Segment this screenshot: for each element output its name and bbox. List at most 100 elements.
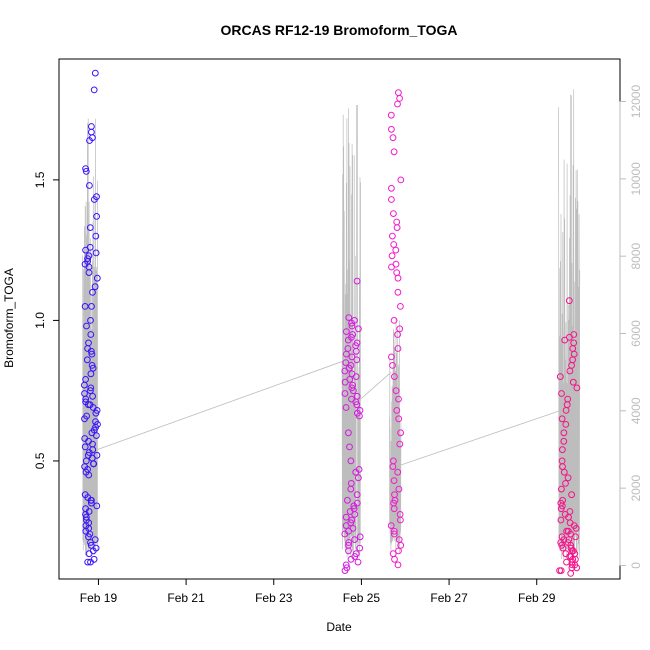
data-point	[395, 485, 403, 493]
data-point	[556, 373, 564, 381]
data-point	[90, 86, 98, 94]
data-point	[390, 527, 398, 535]
data-point	[81, 415, 88, 423]
data-point	[396, 325, 404, 333]
data-point	[397, 516, 404, 524]
data-point	[558, 485, 565, 493]
data-point	[397, 541, 405, 549]
data-point	[86, 224, 94, 232]
data-point	[351, 536, 359, 543]
altitude-flight-trace	[389, 318, 402, 554]
data-point	[87, 558, 94, 566]
data-point	[344, 496, 351, 504]
data-point	[389, 134, 397, 142]
data-point	[566, 367, 574, 375]
data-point	[390, 148, 398, 156]
data-point	[84, 558, 92, 566]
data-point	[341, 390, 349, 397]
data-point	[341, 567, 349, 574]
data-point	[350, 387, 357, 395]
data-point	[87, 384, 95, 392]
data-point	[345, 429, 352, 437]
data-point	[353, 491, 361, 499]
data-point	[387, 111, 395, 119]
y2-tick-label: 6000	[629, 320, 643, 347]
data-point	[390, 241, 398, 248]
data-point	[88, 496, 95, 504]
data-point	[559, 544, 567, 552]
data-point	[93, 502, 101, 510]
data-point	[389, 362, 396, 369]
data-point	[397, 429, 405, 437]
data-point	[390, 530, 398, 538]
data-point	[342, 404, 350, 411]
data-point	[557, 505, 565, 513]
altitude-flight-trace	[558, 89, 581, 560]
data-point	[351, 511, 359, 518]
data-point	[567, 570, 575, 577]
data-point	[82, 513, 90, 521]
data-point	[560, 437, 568, 445]
y2-tick-label: 8000	[629, 243, 643, 270]
y-axis-right: 0 2000 4000 6000 8000 10000 12000	[619, 85, 643, 569]
data-point	[354, 558, 362, 566]
data-points-layer	[81, 69, 581, 577]
data-point	[92, 249, 100, 257]
data-point	[356, 544, 364, 552]
data-point	[353, 277, 361, 285]
data-point	[93, 432, 100, 440]
data-point	[569, 378, 577, 386]
data-point	[396, 95, 404, 102]
data-point	[388, 353, 395, 361]
data-point	[93, 213, 100, 220]
y2-tick-label: 10000	[629, 162, 643, 196]
data-point	[388, 263, 395, 271]
data-point	[392, 246, 400, 254]
data-point	[88, 303, 95, 310]
data-point	[87, 539, 94, 546]
data-point	[343, 350, 350, 358]
data-point	[557, 567, 565, 574]
data-point	[81, 381, 88, 389]
x-tick-label: Feb 29	[518, 591, 556, 605]
data-point	[84, 255, 92, 263]
data-point	[562, 480, 569, 487]
data-point	[89, 288, 96, 296]
data-point	[86, 182, 93, 189]
data-point	[88, 350, 96, 358]
data-point	[83, 356, 91, 364]
data-point	[388, 125, 395, 133]
data-point	[390, 505, 398, 513]
data-point	[88, 499, 95, 507]
altitude-connector-line	[400, 410, 560, 466]
data-point	[342, 359, 350, 367]
data-point	[391, 373, 398, 381]
data-point	[348, 353, 356, 361]
y-tick-label: 0.5	[33, 452, 47, 469]
data-point	[390, 317, 398, 324]
data-point	[85, 269, 93, 277]
data-point	[393, 224, 401, 232]
data-point	[91, 283, 99, 291]
data-point	[394, 561, 402, 569]
data-point	[85, 471, 93, 479]
data-point	[353, 356, 361, 364]
data-point	[395, 415, 403, 423]
data-point	[85, 550, 93, 558]
data-point	[390, 477, 398, 485]
y-tick-label: 1.0	[33, 312, 47, 329]
data-point	[345, 547, 352, 555]
data-point	[388, 252, 396, 260]
data-point	[557, 516, 565, 524]
data-point	[347, 555, 355, 563]
data-point	[396, 440, 404, 448]
data-point	[568, 491, 575, 499]
data-point	[90, 460, 98, 468]
y-axis-label: Bromoform_TOGA	[2, 268, 16, 368]
x-axis-label: Date	[326, 620, 352, 634]
data-point	[394, 468, 402, 476]
altitude-connector-line	[360, 371, 392, 400]
data-point	[561, 336, 569, 344]
x-tick-label: Feb 25	[343, 591, 381, 605]
